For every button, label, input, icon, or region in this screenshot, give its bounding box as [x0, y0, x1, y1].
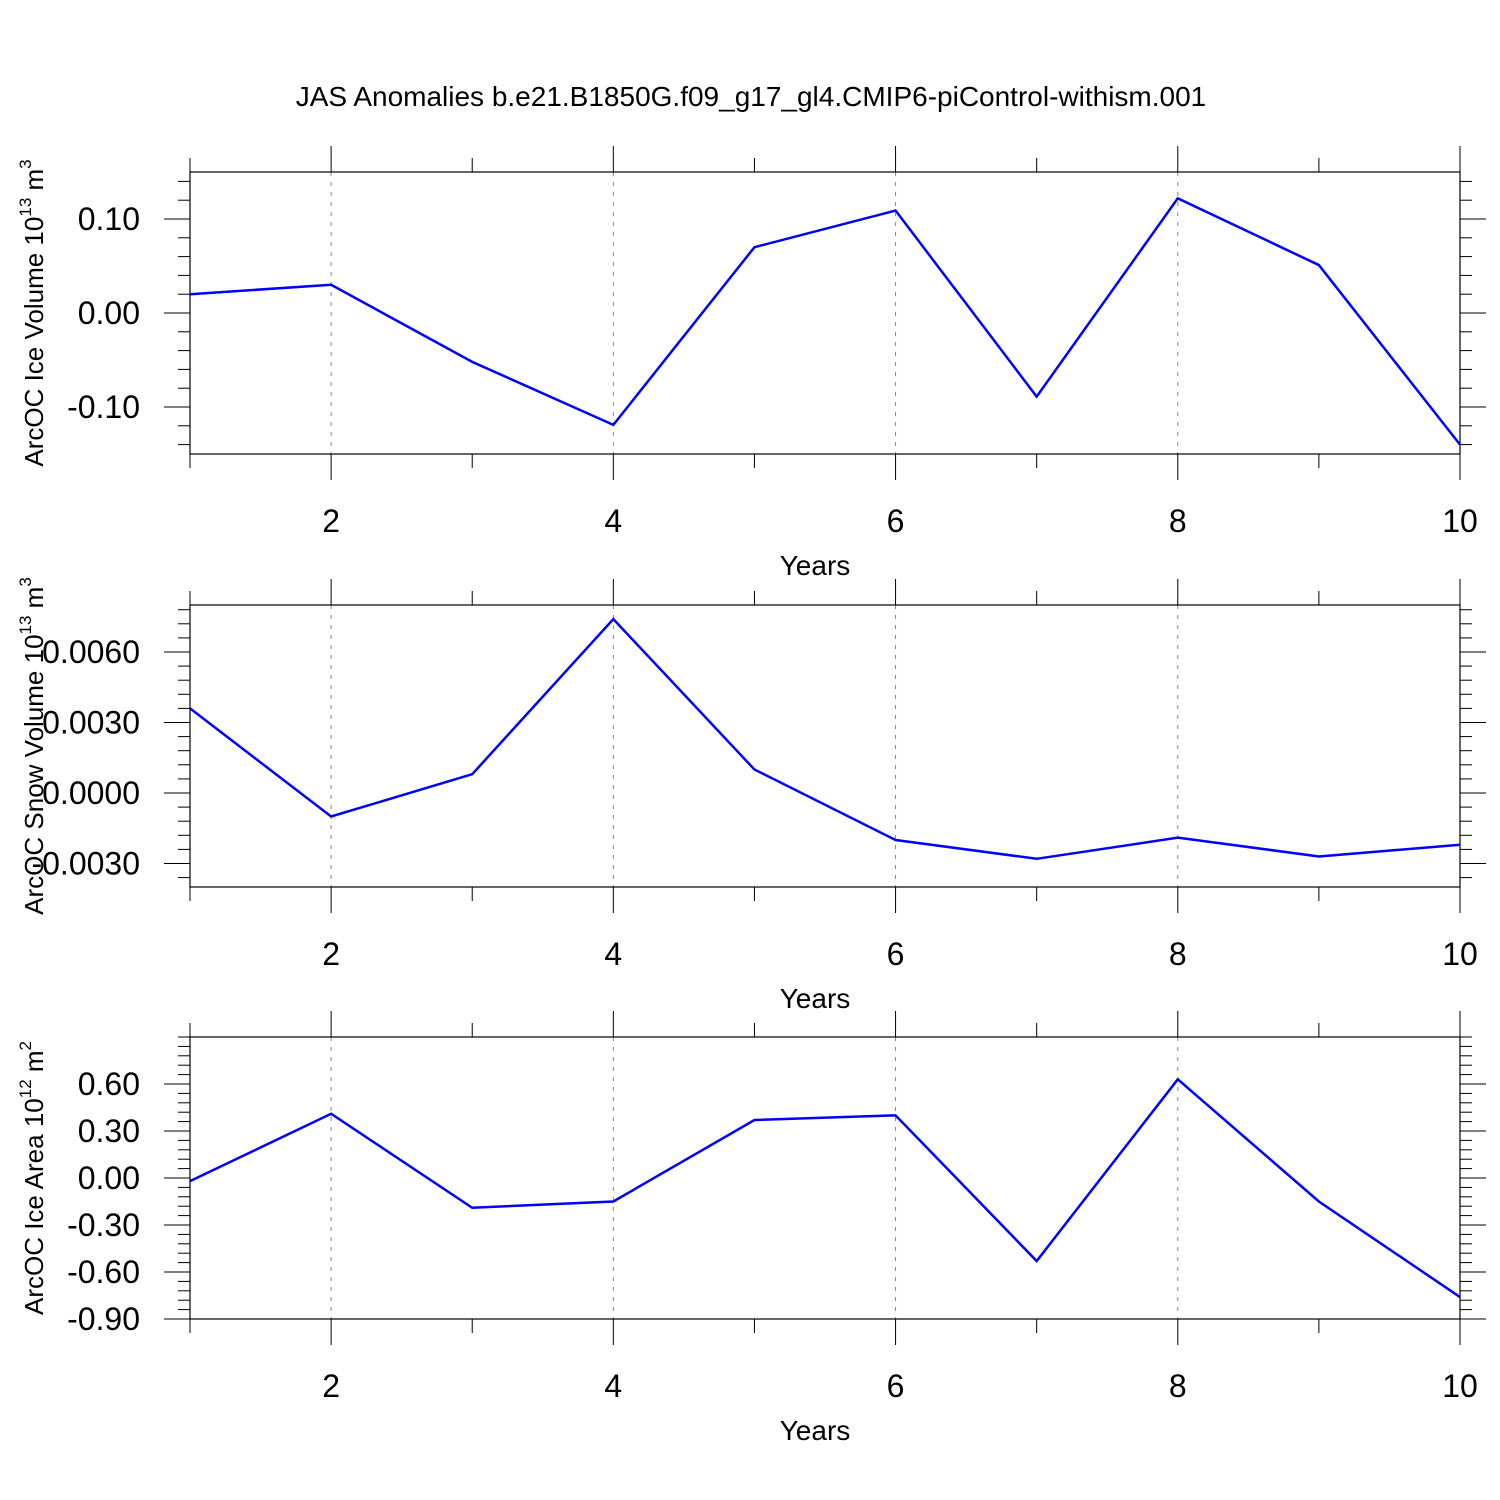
panel-3: -0.90 -0.60 -0.30 0.00 0.30 0.60 2 4 6 8 10 Years Ar…	[16, 1011, 1486, 1446]
x-tick-label: 8	[1169, 1368, 1187, 1404]
x-axis-label: Years	[780, 550, 851, 581]
y-tick-label: 0.00	[78, 295, 140, 331]
series-line	[189, 617, 1461, 861]
y-tick-label: 0.00	[78, 1160, 140, 1196]
x-tick-label: 4	[604, 936, 622, 972]
x-tick-label: 10	[1442, 936, 1478, 972]
x-tick-label: 10	[1442, 1368, 1478, 1404]
y-tick-label: 0.30	[78, 1113, 140, 1149]
x-axis-label: Years	[780, 1415, 851, 1446]
y-axis-label: ArcOC Ice Area 1012 m2	[16, 1041, 49, 1315]
panel-2: -0.0030 0.0000 0.0030 0.0060 2 4 6 8 10 Years ArcO…	[16, 577, 1486, 1014]
y-tick-label: 0.0060	[42, 634, 140, 670]
series-line	[189, 196, 1461, 446]
x-tick-label: 6	[887, 1368, 905, 1404]
x-tick-label: 4	[604, 1368, 622, 1404]
y-axis-label: ArcOC Ice Volume 1013 m3	[16, 159, 49, 466]
y-tick-label: -0.30	[67, 1207, 140, 1243]
y-tick-label: -0.10	[67, 389, 140, 425]
y-tick-label: -0.90	[67, 1301, 140, 1337]
x-tick-label: 2	[322, 503, 340, 539]
y-tick-label: -0.0030	[31, 846, 140, 882]
x-tick-label: 6	[887, 936, 905, 972]
series-line	[189, 1077, 1461, 1299]
x-tick-label: 8	[1169, 503, 1187, 539]
x-tick-label: 8	[1169, 936, 1187, 972]
chart-title: JAS Anomalies b.e21.B1850G.f09_g17_gl4.C…	[296, 81, 1207, 112]
x-axis-label: Years	[780, 983, 851, 1014]
y-axis-label: ArcOC Snow Volume 1013 m3	[16, 577, 49, 915]
panels: -0.10 0.00 0.10 2 4 6 8 10 Years ArcOC Ice Volume…	[16, 146, 1486, 1446]
x-tick-label: 2	[322, 936, 340, 972]
plot-frame	[189, 1036, 1461, 1320]
y-tick-label: 0.60	[78, 1066, 140, 1102]
y-tick-label: -0.60	[67, 1254, 140, 1290]
y-tick-label: 0.10	[78, 201, 140, 237]
y-tick-label: 0.0000	[42, 775, 140, 811]
plot-frame	[189, 604, 1461, 888]
x-tick-label: 4	[604, 503, 622, 539]
x-tick-label: 10	[1442, 503, 1478, 539]
panel-1: -0.10 0.00 0.10 2 4 6 8 10 Years ArcOC Ice Volume…	[16, 146, 1486, 581]
x-tick-label: 6	[887, 503, 905, 539]
y-tick-label: 0.0030	[42, 705, 140, 741]
x-tick-label: 2	[322, 1368, 340, 1404]
